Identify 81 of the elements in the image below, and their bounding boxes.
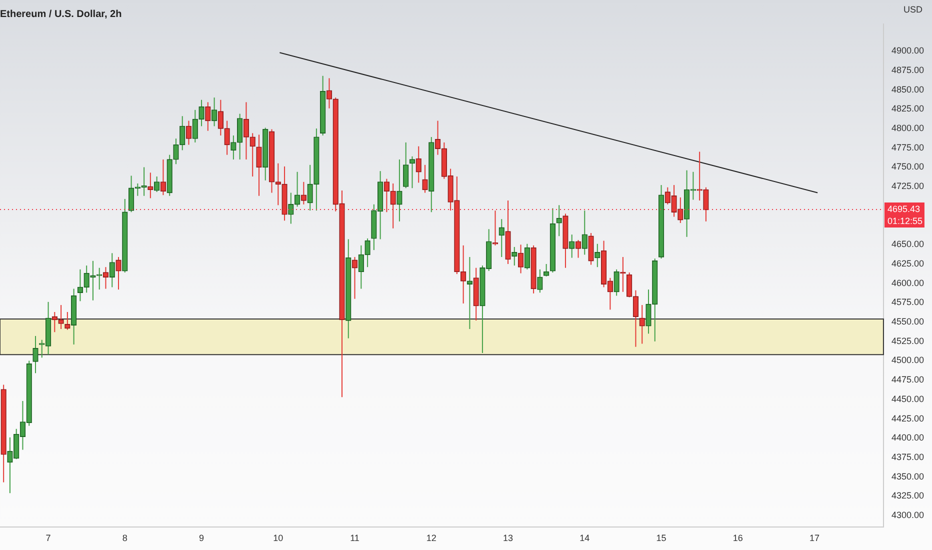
y-tick-label: 4500.00 bbox=[891, 355, 924, 366]
candlestick bbox=[224, 120, 230, 156]
y-tick-label: 4375.00 bbox=[891, 452, 924, 462]
candlestick bbox=[498, 218, 504, 258]
y-tick-label: 4525.00 bbox=[891, 336, 924, 346]
candlestick bbox=[466, 256, 473, 330]
candlestick bbox=[102, 266, 109, 290]
candlestick bbox=[230, 134, 236, 160]
candlestick bbox=[326, 78, 332, 109]
y-tick-label: 4725.00 bbox=[891, 181, 924, 192]
candlestick bbox=[218, 99, 224, 136]
candlestick bbox=[32, 335, 38, 374]
y-tick-label: 4550.00 bbox=[891, 316, 924, 327]
candlestick bbox=[148, 172, 154, 199]
x-tick-label: 15 bbox=[656, 533, 666, 544]
x-tick-label: 11 bbox=[350, 533, 360, 544]
candlestick bbox=[250, 132, 256, 178]
y-tick-label: 4575.00 bbox=[891, 297, 924, 308]
y-tick-label: 4775.00 bbox=[891, 142, 924, 152]
candlestick bbox=[416, 146, 422, 184]
x-tick-label: 9 bbox=[199, 533, 204, 544]
candlestick bbox=[594, 243, 600, 268]
y-tick-label: 4800.00 bbox=[891, 122, 924, 133]
y-tick-label: 4300.00 bbox=[891, 510, 924, 520]
y-tick-label: 4875.00 bbox=[891, 64, 924, 75]
candlestick bbox=[639, 304, 645, 344]
y-tick-label: 4600.00 bbox=[891, 278, 924, 288]
y-tick-label: 4625.00 bbox=[891, 258, 924, 268]
y-tick-label: 4350.00 bbox=[891, 471, 924, 482]
ref-line-label: 4695.43 bbox=[887, 204, 920, 214]
y-tick-label: 4475.00 bbox=[891, 374, 924, 385]
chart-title: Ethereum / U.S. Dollar, 2h bbox=[0, 8, 122, 20]
x-tick-label: 8 bbox=[122, 533, 128, 544]
y-tick-label: 4750.00 bbox=[891, 162, 924, 172]
candlestick bbox=[352, 256, 358, 300]
candlestick bbox=[396, 158, 402, 222]
candlestick bbox=[556, 204, 562, 237]
candlestick bbox=[422, 164, 428, 194]
x-tick-label: 16 bbox=[732, 533, 743, 544]
candlestick bbox=[582, 210, 588, 256]
candlestick bbox=[614, 268, 620, 296]
y-tick-label: 4900.00 bbox=[891, 46, 924, 56]
candlestick bbox=[518, 244, 524, 274]
candlestick bbox=[243, 102, 250, 160]
candlestick bbox=[211, 97, 218, 127]
candlestick bbox=[512, 246, 518, 266]
candlestick bbox=[403, 142, 409, 189]
candlestick bbox=[237, 113, 243, 160]
candlestick bbox=[575, 239, 582, 258]
text: 01:12:55 bbox=[887, 216, 923, 226]
x-tick-label: 14 bbox=[580, 533, 590, 544]
y-tick-label: 4450.00 bbox=[891, 394, 924, 404]
candlestick bbox=[256, 134, 262, 196]
candlestick bbox=[569, 234, 575, 258]
y-tick-label: 4425.00 bbox=[891, 413, 924, 424]
candlestick bbox=[160, 158, 166, 196]
y-tick-label: 4825.00 bbox=[891, 104, 924, 114]
y-axis-title: USD bbox=[903, 4, 923, 14]
candlestick bbox=[205, 102, 211, 132]
candlestick bbox=[626, 272, 632, 298]
candlestick bbox=[543, 263, 550, 277]
y-tick-label: 4325.00 bbox=[891, 490, 924, 501]
candlestick bbox=[64, 311, 70, 330]
candlestick bbox=[300, 181, 307, 205]
candlestick bbox=[109, 252, 115, 288]
x-tick-label: 7 bbox=[46, 533, 51, 544]
candlestick bbox=[154, 176, 160, 192]
candlestick bbox=[116, 256, 122, 290]
x-tick-label: 17 bbox=[810, 533, 820, 544]
y-tick-label: 4650.00 bbox=[891, 239, 924, 250]
x-tick-label: 12 bbox=[426, 533, 436, 544]
x-tick-label: 13 bbox=[503, 533, 514, 544]
candlestick bbox=[409, 156, 416, 189]
candlestick bbox=[588, 232, 594, 266]
x-tick-label: 10 bbox=[273, 533, 284, 544]
candlestick bbox=[524, 243, 530, 270]
candlestick bbox=[632, 290, 639, 348]
y-tick-label: 4400.00 bbox=[891, 432, 924, 443]
y-tick-label: 4850.00 bbox=[891, 84, 924, 94]
candlestick bbox=[186, 120, 192, 146]
candlestick bbox=[537, 268, 543, 294]
